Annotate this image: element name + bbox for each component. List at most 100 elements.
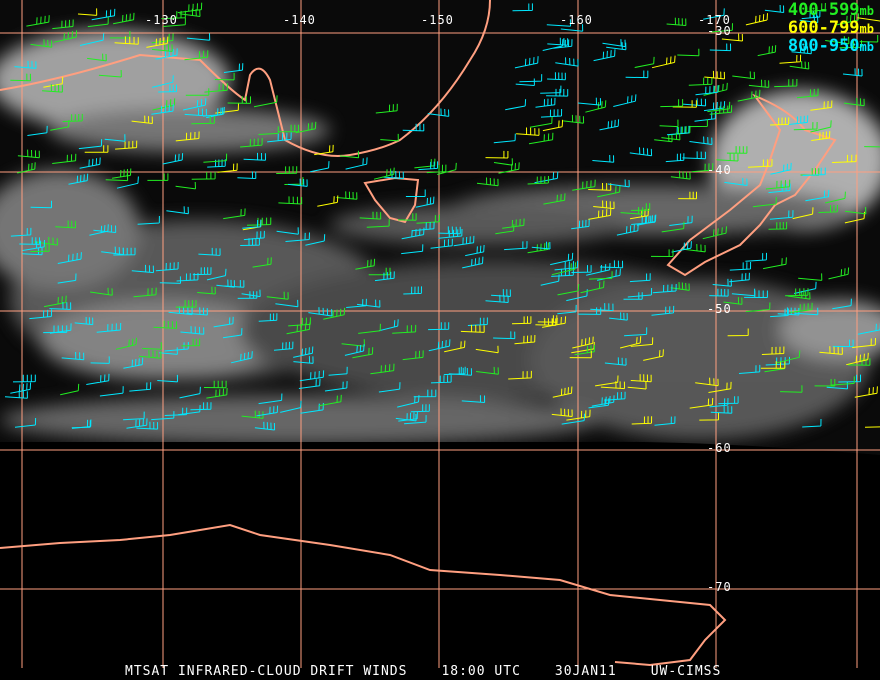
wind-barb — [186, 307, 208, 316]
wind-barb — [546, 88, 569, 97]
legend-item-800-950: 800-950mb — [787, 36, 874, 56]
wind-barb — [293, 346, 314, 358]
wind-barb — [864, 146, 880, 148]
wind-barb — [355, 258, 376, 270]
wind-barb — [280, 400, 302, 413]
wind-barb — [275, 299, 299, 308]
wind-barb — [258, 313, 278, 322]
wind-barb — [52, 19, 74, 30]
wind-barb — [267, 132, 292, 143]
wind-barb — [324, 381, 348, 392]
wind-barb — [62, 113, 83, 122]
wind-barb — [654, 134, 673, 143]
wind-barb — [745, 252, 767, 262]
wind-barb — [689, 136, 713, 145]
wind-barb — [660, 99, 684, 108]
wind-barb — [403, 286, 422, 295]
wind-barb — [600, 381, 625, 390]
wind-barb — [114, 36, 139, 45]
wind-barb — [115, 140, 138, 150]
wind-barb — [811, 131, 831, 141]
antarctica-coast — [0, 523, 727, 667]
wind-barb — [223, 208, 246, 220]
wind-barb — [10, 73, 31, 82]
wind-barb — [405, 189, 426, 197]
wind-barb — [293, 356, 314, 364]
wind-barb — [613, 94, 637, 107]
wind-barb — [299, 370, 325, 382]
wind-barb — [438, 228, 463, 239]
wind-barb — [184, 50, 209, 61]
wind-barb — [151, 33, 174, 44]
wind-barb — [651, 55, 676, 69]
wind-barb — [769, 210, 794, 220]
wind-barb — [123, 411, 145, 421]
wind-barb — [356, 299, 381, 308]
wind-barb — [57, 252, 82, 264]
wind-barb — [493, 158, 513, 166]
wind-barb — [651, 305, 675, 316]
wind-barb — [206, 387, 228, 399]
wind-barb — [230, 351, 253, 364]
wind-barb — [305, 234, 326, 246]
wind-barb — [630, 203, 651, 211]
legend: 400-599mb 600-799mb 800-950mb — [788, 2, 874, 56]
wind-barb — [213, 316, 234, 328]
wind-barb — [44, 295, 67, 308]
wind-barb — [588, 182, 612, 191]
wind-barb — [286, 322, 311, 335]
wind-barb — [540, 108, 563, 118]
wind-barb — [729, 261, 752, 271]
wind-barb — [560, 24, 584, 32]
wind-barb — [629, 147, 653, 157]
wind-barb — [737, 89, 761, 102]
wind-barb — [789, 61, 810, 70]
wind-barb — [203, 380, 227, 389]
wind-barb — [553, 39, 573, 49]
wind-barb — [512, 3, 533, 12]
wind-barb — [288, 178, 308, 187]
wind-barb — [42, 84, 63, 93]
wind-barb — [636, 214, 657, 226]
wind-barb — [402, 350, 424, 361]
wind-barb — [184, 108, 207, 117]
wind-barb — [181, 338, 201, 347]
wind-barb — [237, 171, 257, 179]
wind-barb — [428, 322, 450, 331]
wind-barb — [176, 272, 199, 282]
wind-barb — [198, 247, 221, 256]
wind-barb — [185, 88, 210, 96]
wind-barb — [825, 36, 850, 45]
wind-barb — [298, 378, 321, 389]
wind-barb — [91, 8, 116, 21]
wind-barb — [113, 12, 135, 25]
wind-barb — [159, 276, 181, 284]
wind-barb — [412, 221, 435, 232]
wind-barb — [729, 272, 750, 283]
wind-barb — [672, 100, 697, 108]
wind-barb — [666, 17, 687, 26]
wind-barb — [78, 139, 103, 150]
wind-barb — [295, 121, 317, 134]
wind-barb — [476, 366, 499, 375]
wind-barb — [599, 260, 624, 269]
wind-barb — [732, 71, 755, 80]
date-label: 30JAN11 — [554, 664, 617, 679]
longitude-label: -130 — [145, 13, 178, 27]
wind-barb — [223, 63, 244, 73]
wind-barb — [824, 191, 846, 204]
wind-barb — [113, 247, 136, 256]
wind-barb — [308, 307, 333, 317]
wind-barb — [572, 179, 596, 191]
wind-barb — [373, 167, 395, 180]
wind-barb — [552, 386, 573, 398]
wind-barb — [12, 374, 36, 383]
wind-barb — [779, 54, 802, 64]
wind-barb — [204, 83, 228, 93]
wind-barb — [98, 69, 122, 78]
wind-barb — [768, 221, 788, 230]
wind-barb — [688, 119, 708, 128]
wind-barb — [810, 120, 832, 133]
wind-barb — [253, 95, 278, 108]
